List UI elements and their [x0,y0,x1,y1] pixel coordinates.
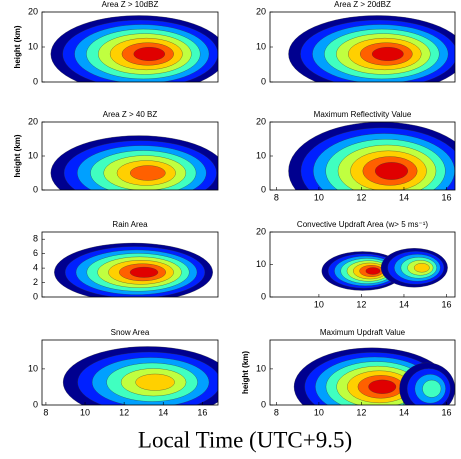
x-tick-label: 12 [356,192,366,202]
panel-title: Rain Area [112,220,148,229]
y-tick-label: 20 [28,116,38,126]
x-tick-label: 14 [399,192,409,202]
contour-panel [293,347,455,405]
contour-fill [413,263,430,273]
y-tick-label: 10 [256,41,266,51]
x-tick-label: 14 [399,407,409,417]
x-tick-label: 14 [399,299,409,309]
y-tick-label: 10 [28,41,38,51]
contour-fill [422,379,442,398]
panel-title: Area Z > 10dBZ [102,0,159,9]
panel-frame [41,339,219,406]
y-tick-label: 20 [256,226,266,236]
y-tick-label: 20 [256,116,266,126]
panel-title: Maximum Reflectivity Value [314,110,412,119]
contour-panel [50,15,218,82]
x-tick-label: 16 [441,299,451,309]
x-tick-label: 8 [43,407,48,417]
y-tick-label: 0 [33,399,38,409]
x-tick-label: 16 [441,192,451,202]
y-tick-label: 10 [256,150,266,160]
contour-panel [321,248,448,291]
y-tick-label: 0 [261,399,266,409]
y-tick-label: 0 [261,291,266,301]
y-tick-label: 10 [256,259,266,269]
contour-fill [129,266,159,278]
x-tick-label: 12 [356,407,366,417]
x-tick-label: 16 [441,407,451,417]
panel-frame [41,231,219,298]
x-tick-label: 12 [356,299,366,309]
y-axis-label: height (km) [13,25,22,68]
y-tick-label: 0 [33,291,38,301]
contour-fill [130,165,166,181]
x-tick-label: 10 [314,407,324,417]
panel-title: Area Z > 40 BZ [103,110,158,119]
contour-fill [375,162,408,180]
y-tick-label: 20 [28,6,38,16]
x-tick-label: 10 [80,407,90,417]
y-tick-label: 10 [256,363,266,373]
x-tick-label: 16 [197,407,207,417]
panel-frame [269,339,456,406]
y-tick-label: 0 [261,184,266,194]
contour-fill [133,47,165,61]
x-tick-label: 10 [314,192,324,202]
x-tick-label: 8 [274,407,279,417]
x-axis-label: Local Time (UTC+9.5) [138,427,352,452]
contour-panel [288,122,455,190]
y-axis-label: height (km) [241,351,250,394]
contour-fill [135,373,175,391]
y-tick-label: 8 [33,234,38,244]
contour-fill [368,379,397,394]
x-tick-label: 12 [119,407,129,417]
contour-panel [62,346,218,405]
panel-title: Convective Updraft Area (w> 5 ms⁻¹) [297,220,428,229]
contour-panel [50,135,218,190]
panel-title: Snow Area [111,328,150,337]
y-tick-label: 10 [28,363,38,373]
y-tick-label: 2 [33,277,38,287]
panel-title: Maximum Updraft Value [320,328,406,337]
y-tick-label: 6 [33,248,38,258]
x-tick-label: 10 [314,299,324,309]
y-tick-label: 4 [33,262,38,272]
contour-fill [365,267,381,275]
y-tick-label: 0 [33,76,38,86]
x-tick-label: 14 [158,407,168,417]
contour-panel [288,15,455,82]
x-tick-label: 8 [274,192,279,202]
y-axis-label: height (km) [13,134,22,177]
panel-title: Area Z > 20dBZ [334,0,391,9]
y-tick-label: 10 [28,150,38,160]
y-tick-label: 0 [261,76,266,86]
y-tick-label: 20 [256,6,266,16]
y-tick-label: 0 [33,184,38,194]
contour-fill [371,47,404,61]
contour-panel [54,242,213,297]
